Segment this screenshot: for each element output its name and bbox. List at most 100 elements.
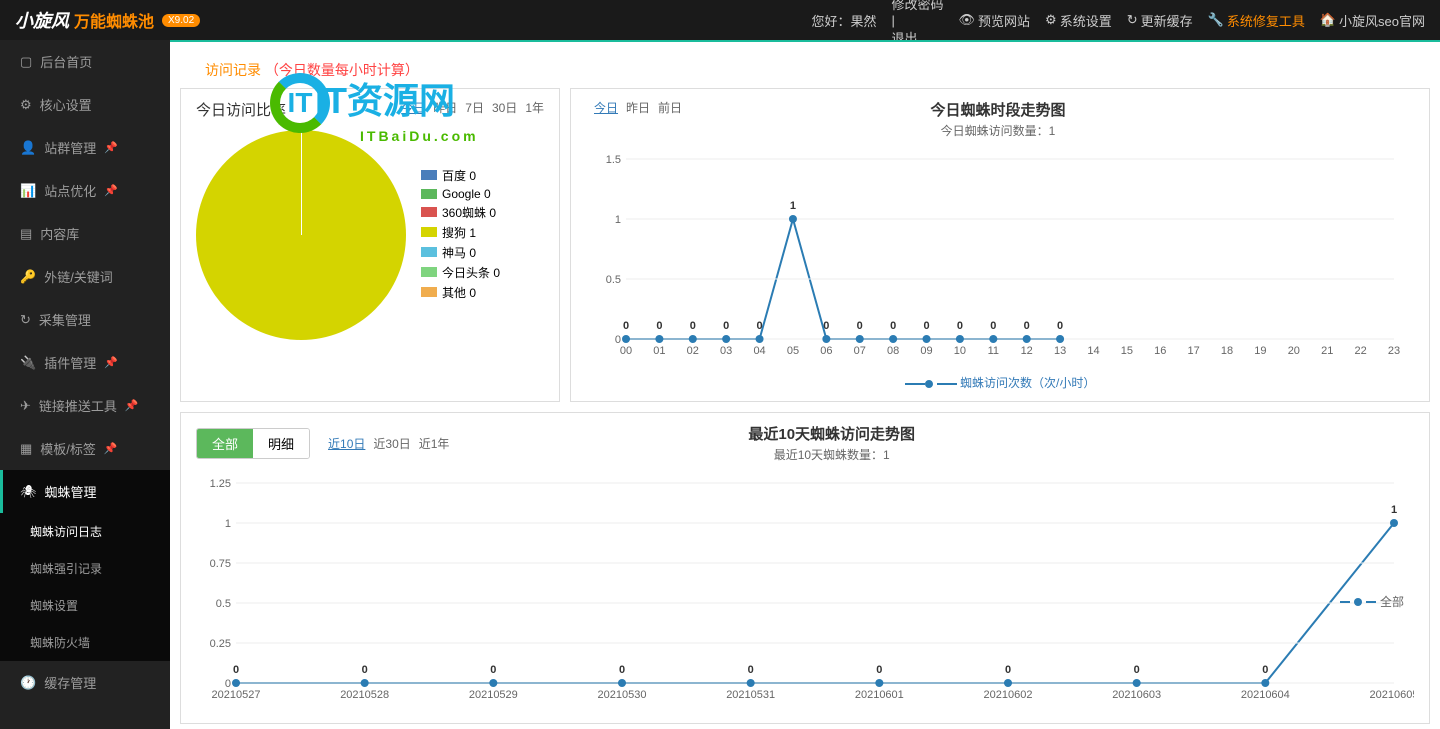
svg-text:0: 0 (890, 320, 896, 332)
page-note: （今日数量每小时计算） (265, 62, 419, 78)
sidebar-item-7[interactable]: 🔌插件管理📌 (0, 341, 170, 384)
pie-panel: 今日访问比率 今日昨日 7日 30日 1年 百度 0 Google 0 360蜘蛛 0 搜狗… (180, 88, 560, 402)
svg-text:20210602: 20210602 (984, 689, 1033, 701)
legend-item: 360蜘蛛 0 (421, 204, 500, 221)
pin-icon: 📌 (104, 184, 118, 197)
pie-title: 今日访问比率 (196, 99, 286, 120)
logo: 小旋风 万能蜘蛛池 X9.02 (15, 7, 200, 33)
svg-text:0: 0 (619, 664, 625, 676)
svg-text:20: 20 (1288, 345, 1300, 357)
svg-text:0: 0 (923, 320, 929, 332)
greeting: 您好：果然 (811, 11, 876, 30)
svg-text:07: 07 (854, 345, 866, 357)
sidebar-label: 核心设置 (40, 95, 92, 114)
pie-chart (196, 130, 406, 340)
page-header: 访问记录 （今日数量每小时计算） (180, 52, 1430, 88)
sidebar-label: 后台首页 (40, 52, 92, 71)
time-tab[interactable]: 今日 (594, 101, 618, 115)
sidebar-item-8[interactable]: ✈链接推送工具📌 (0, 384, 170, 427)
legend-swatch (421, 267, 437, 277)
svg-text:1.5: 1.5 (606, 154, 621, 166)
sidebar-item-6[interactable]: ↻采集管理 (0, 298, 170, 341)
legend-item: 搜狗 1 (421, 224, 500, 241)
time-tab[interactable]: 7日 (465, 101, 484, 115)
svg-text:0: 0 (1262, 664, 1268, 676)
page-title: 访问记录 (205, 62, 261, 78)
sidebar-item-2[interactable]: 👤站群管理📌 (0, 126, 170, 169)
key-icon: 🔑 (20, 269, 36, 285)
sidebar-item-1[interactable]: ⚙核心设置 (0, 83, 170, 126)
svg-text:04: 04 (753, 345, 765, 357)
svg-text:13: 13 (1054, 345, 1066, 357)
chart-icon: 📊 (20, 183, 36, 199)
sidebar-item-11[interactable]: 🕐缓存管理 (0, 661, 170, 704)
legend-item: 今日头条 0 (421, 264, 500, 281)
svg-text:20210531: 20210531 (726, 689, 775, 701)
svg-text:20210603: 20210603 (1112, 689, 1161, 701)
svg-text:0.5: 0.5 (606, 274, 621, 286)
sidebar-item-0[interactable]: ▢后台首页 (0, 40, 170, 83)
logo-main: 小旋风 (15, 7, 69, 33)
time-tab[interactable]: 昨日 (626, 101, 650, 115)
legend-item: Google 0 (421, 187, 500, 201)
home-icon: 🏠 (1320, 12, 1336, 28)
user-icon: 👤 (20, 140, 36, 156)
svg-text:1.25: 1.25 (210, 478, 231, 490)
svg-text:0: 0 (656, 320, 662, 332)
wrench-icon: 🔧 (1208, 12, 1224, 28)
topbar: 小旋风 万能蜘蛛池 X9.02 您好：果然 [ 修改密码 | 退出 ] 👁预览网… (0, 0, 1440, 40)
time-tab[interactable]: 1年 (525, 101, 544, 115)
svg-text:12: 12 (1021, 345, 1033, 357)
legend-label: 神马 0 (442, 244, 476, 261)
legend-item: 百度 0 (421, 167, 500, 184)
svg-text:15: 15 (1121, 345, 1133, 357)
sidebar-label: 缓存管理 (44, 673, 96, 692)
tab-detail[interactable]: 明细 (253, 429, 309, 458)
sidebar-item-5[interactable]: 🔑外链/关键词 (0, 255, 170, 298)
svg-text:0.75: 0.75 (210, 558, 231, 570)
svg-text:08: 08 (887, 345, 899, 357)
time-tab[interactable]: 近1年 (419, 437, 450, 451)
sidebar-item-3[interactable]: 📊站点优化📌 (0, 169, 170, 212)
time-tab[interactable]: 30日 (492, 101, 517, 115)
sidebar-item-10[interactable]: 🕷蜘蛛管理 (0, 470, 170, 513)
repair-link[interactable]: 🔧系统修复工具 (1208, 11, 1305, 30)
svg-text:0: 0 (1134, 664, 1140, 676)
time-tab[interactable]: 今日 (401, 101, 425, 115)
time-tab[interactable]: 近10日 (328, 437, 365, 451)
sidebar-item-9[interactable]: ▦模板/标签📌 (0, 427, 170, 470)
time-tab[interactable]: 前日 (658, 101, 682, 115)
legend-swatch (421, 207, 437, 217)
svg-text:20210605: 20210605 (1370, 689, 1414, 701)
sidebar-label: 模板/标签 (40, 439, 96, 458)
preview-link[interactable]: 👁预览网站 (959, 11, 1031, 30)
svg-text:14: 14 (1087, 345, 1099, 357)
sidebar-sub-1[interactable]: 蜘蛛强引记录 (0, 550, 170, 587)
legend-item: 其他 0 (421, 284, 500, 301)
sidebar-sub-2[interactable]: 蜘蛛设置 (0, 587, 170, 624)
refresh-link[interactable]: ↻更新缓存 (1127, 11, 1193, 30)
tab-all[interactable]: 全部 (197, 429, 253, 458)
time-tab[interactable]: 近30日 (373, 437, 410, 451)
svg-text:05: 05 (787, 345, 799, 357)
sidebar-sub-3[interactable]: 蜘蛛防火墙 (0, 624, 170, 661)
svg-text:09: 09 (920, 345, 932, 357)
sidebar: ▢后台首页⚙核心设置👤站群管理📌📊站点优化📌▤内容库🔑外链/关键词↻采集管理🔌插… (0, 40, 170, 729)
grid-icon: ▦ (20, 441, 32, 457)
svg-text:03: 03 (720, 345, 732, 357)
sidebar-sub-0[interactable]: 蜘蛛访问日志 (0, 513, 170, 550)
doc-icon: ▤ (20, 226, 32, 242)
legend-label: 360蜘蛛 0 (442, 204, 496, 221)
legend-label: Google 0 (442, 187, 491, 201)
svg-text:0: 0 (857, 320, 863, 332)
time-tab[interactable]: 昨日 (433, 101, 457, 115)
hourly-title: 今日蜘蛛时段走势图 (682, 99, 1314, 120)
refresh-icon: ↻ (1127, 12, 1138, 28)
sidebar-item-4[interactable]: ▤内容库 (0, 212, 170, 255)
change-password-link[interactable]: 修改密码 (892, 0, 944, 13)
hourly-subtitle: 今日蜘蛛访问数量：1 (682, 122, 1314, 139)
svg-text:22: 22 (1354, 345, 1366, 357)
settings-link[interactable]: ⚙系统设置 (1045, 11, 1112, 30)
official-link[interactable]: 🏠小旋风seo官网 (1320, 11, 1425, 30)
daily-panel: 全部 明细 近10日近30日近1年 最近10天蜘蛛访问走势图 最近10天蜘蛛数量… (180, 412, 1430, 724)
